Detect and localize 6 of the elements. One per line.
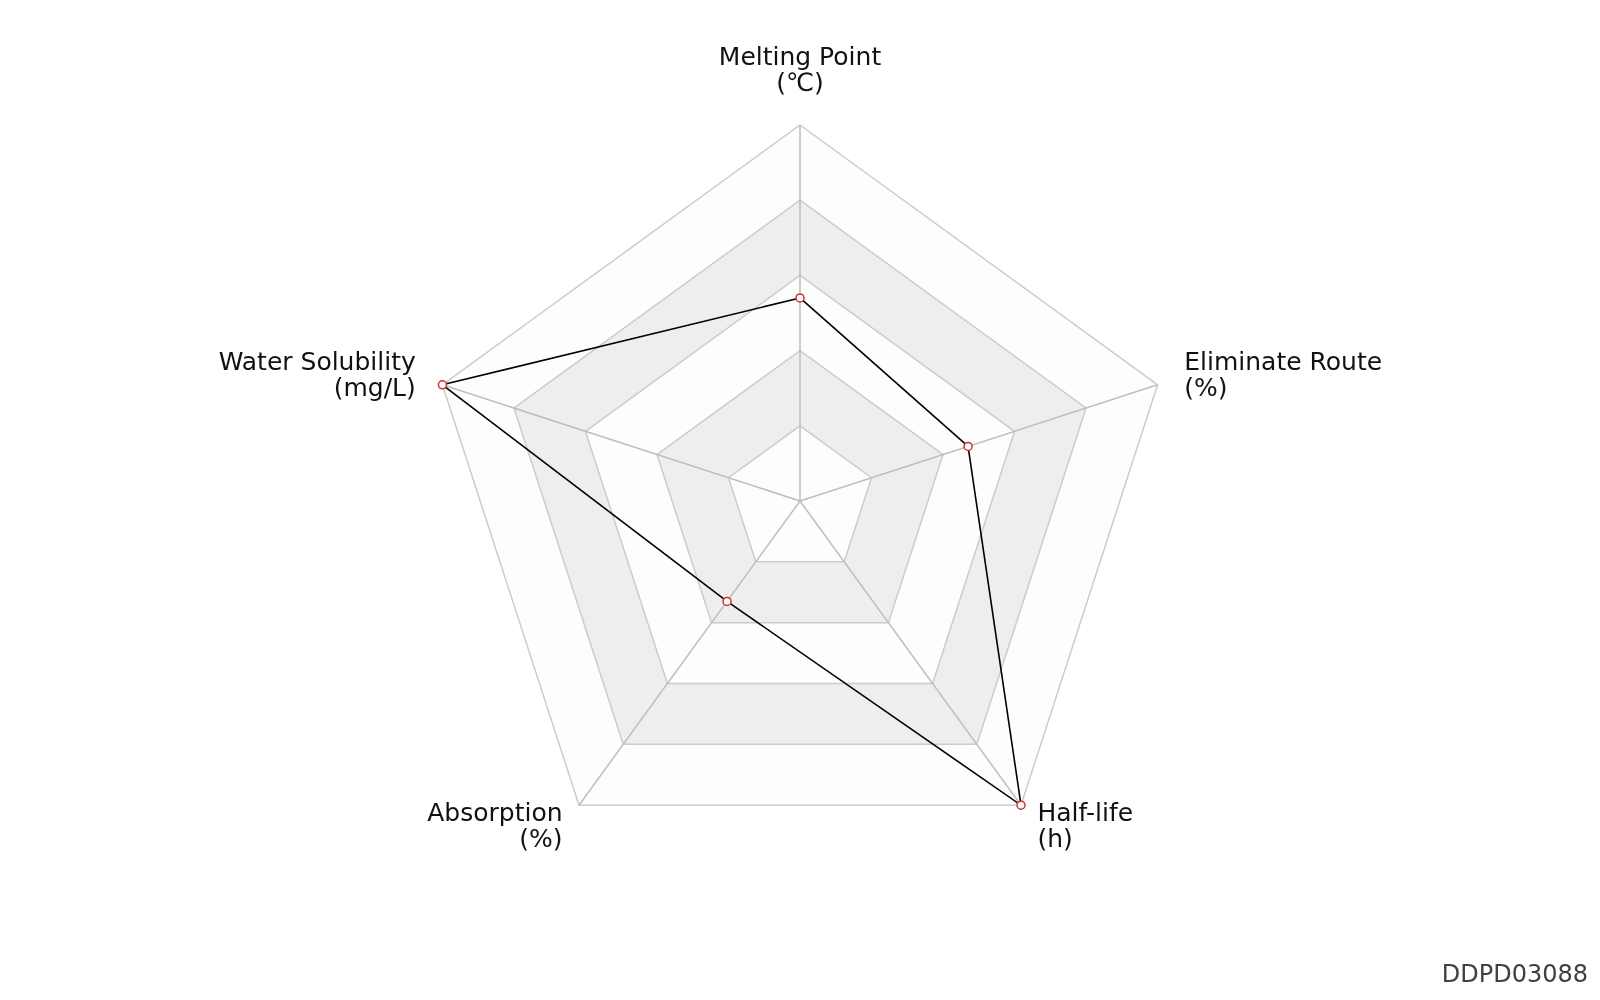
- spoke-label: Absorption (%): [427, 798, 563, 854]
- spoke-label: Water Solubility (mg/L): [218, 346, 416, 402]
- spoke-label: Eliminate Route (%): [1184, 346, 1383, 402]
- text: DDPD03088: [1441, 960, 1588, 988]
- spoke-label: Half-life (h): [1037, 798, 1134, 854]
- spoke-label: Melting Point (℃): [718, 41, 882, 97]
